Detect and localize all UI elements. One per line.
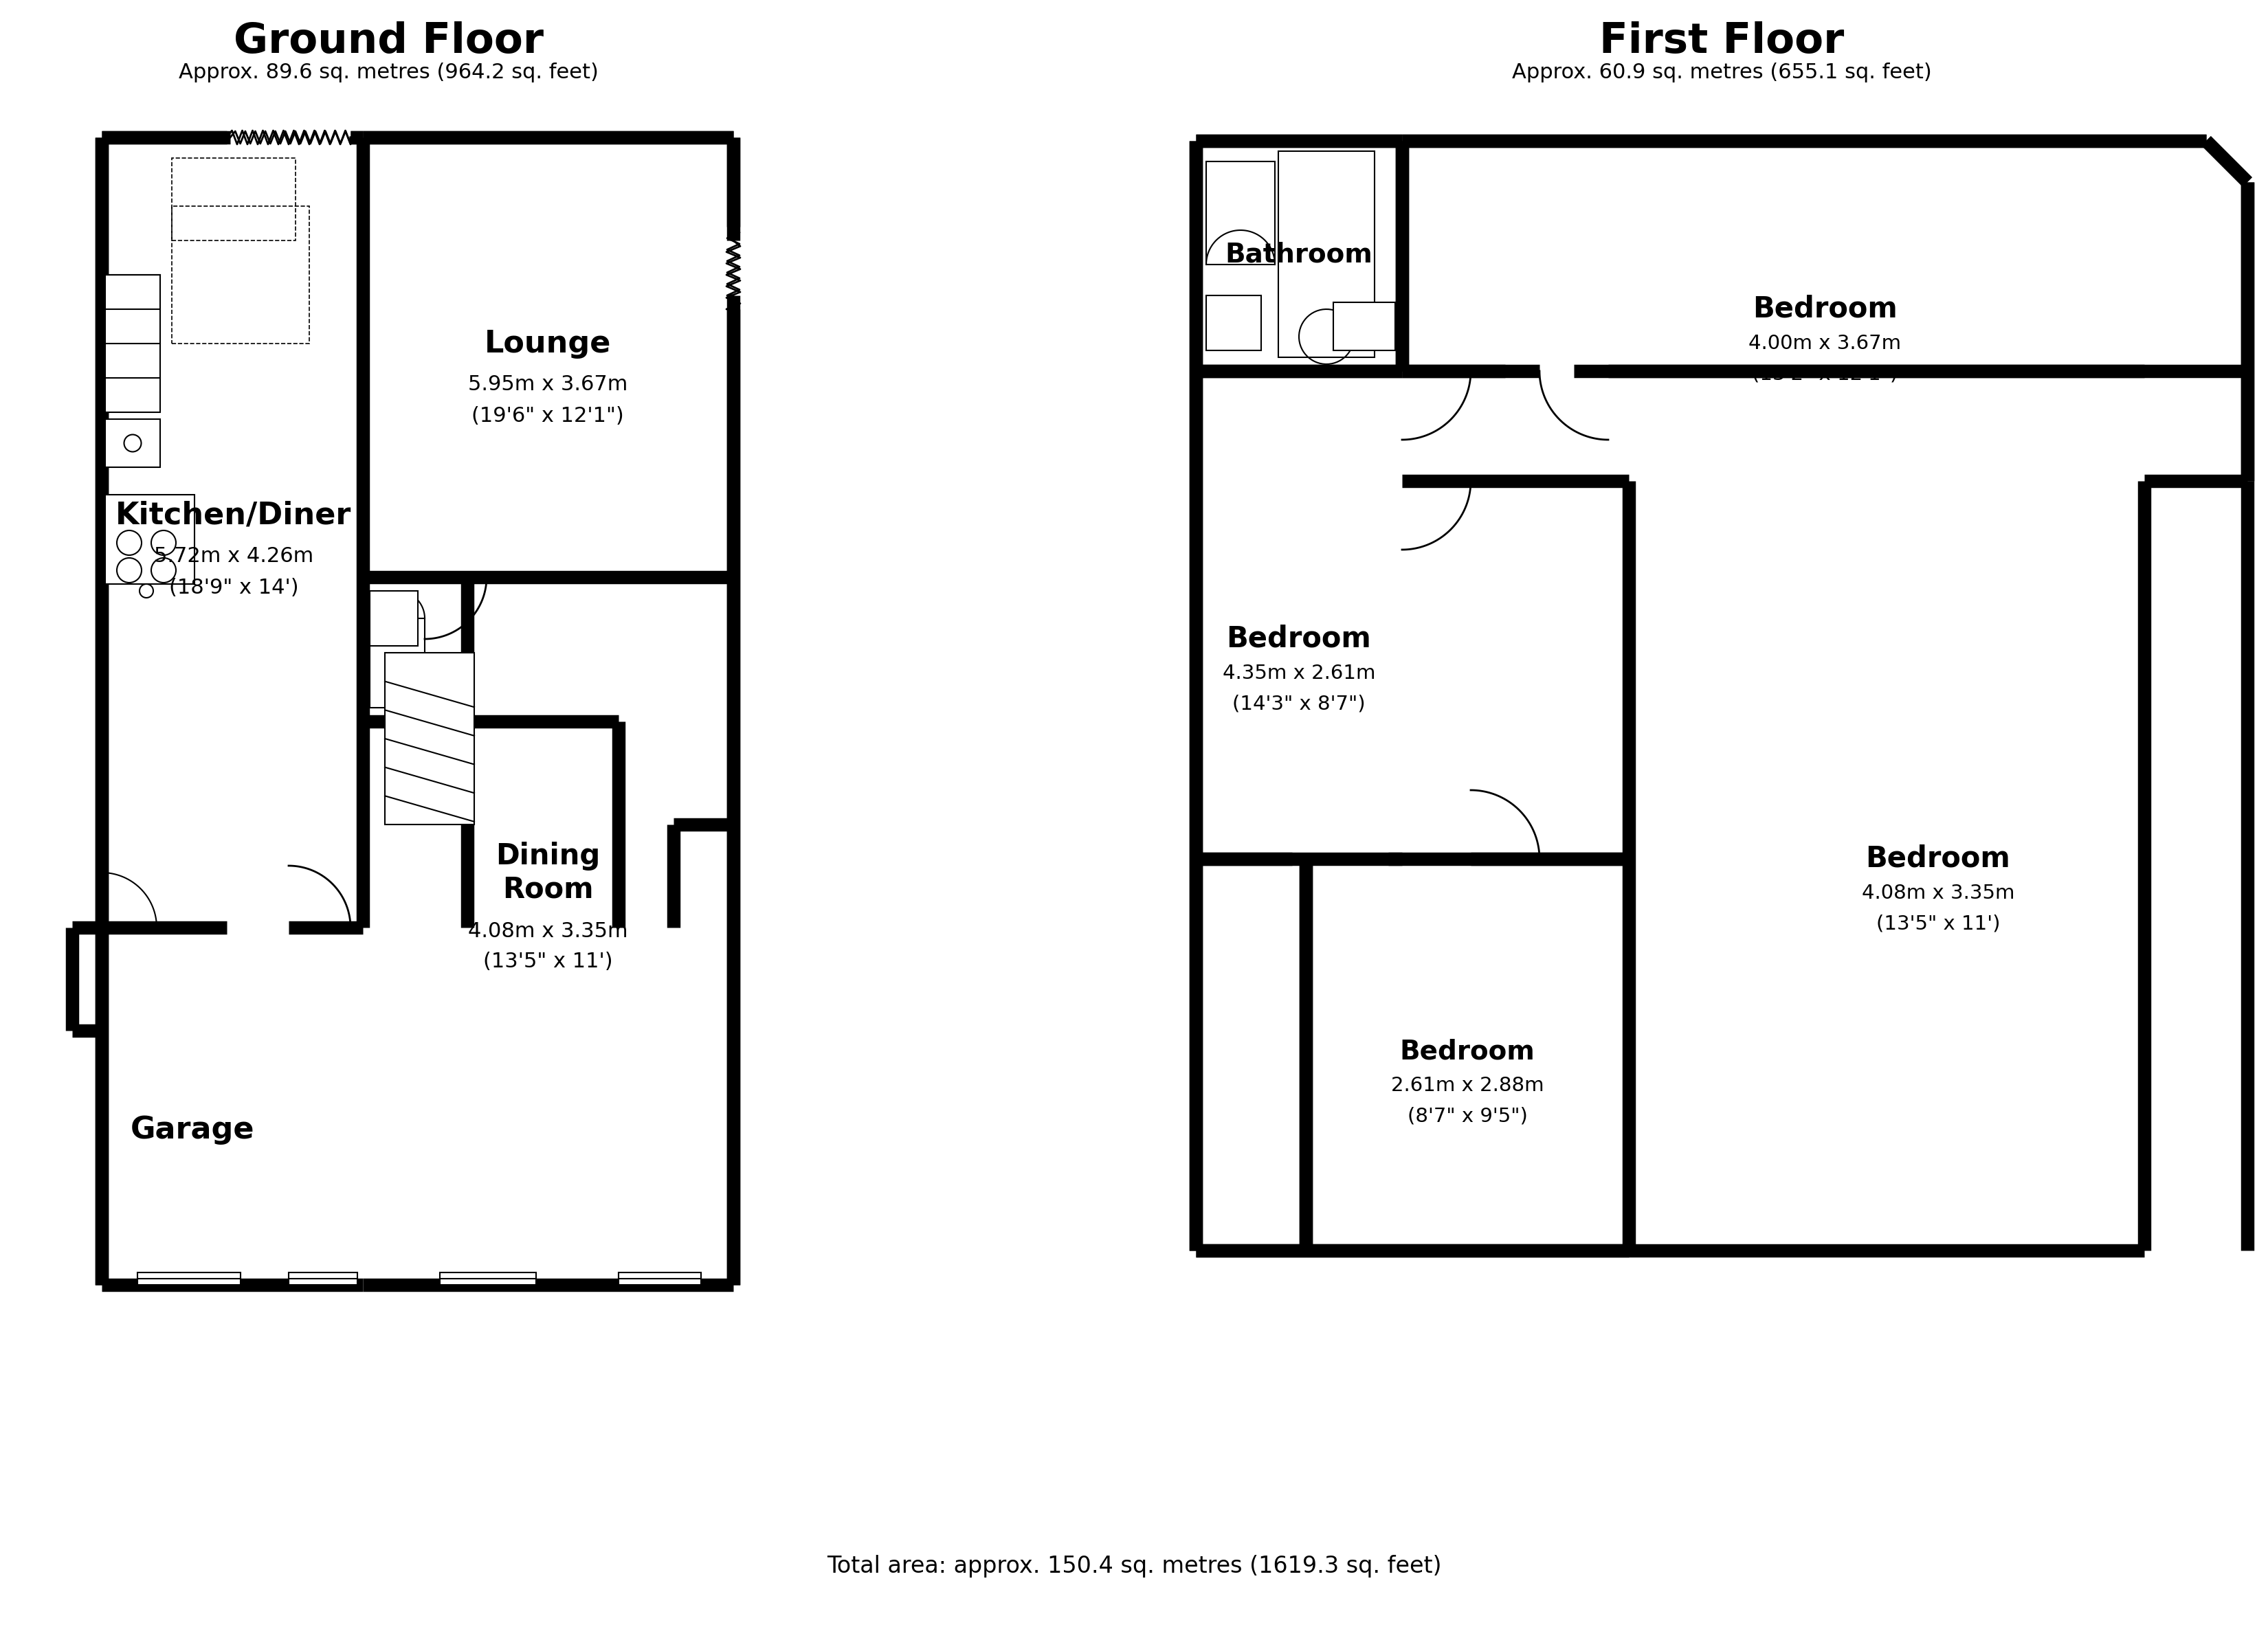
Text: 5.95m x 3.67m: 5.95m x 3.67m: [467, 374, 628, 394]
Bar: [1334, 302, 1395, 350]
Text: 5.72m x 4.26m: 5.72m x 4.26m: [154, 546, 313, 567]
Text: 2.61m x 2.88m: 2.61m x 2.88m: [1390, 1075, 1545, 1095]
Bar: [288, 1273, 358, 1285]
Bar: [386, 653, 474, 824]
Bar: [440, 1273, 535, 1285]
Text: Bedroom: Bedroom: [1867, 844, 2009, 874]
Bar: [619, 1273, 701, 1285]
Circle shape: [152, 557, 177, 582]
Bar: [1207, 295, 1261, 350]
Text: Bedroom: Bedroom: [1227, 625, 1372, 653]
Text: 4.08m x 3.35m: 4.08m x 3.35m: [467, 922, 628, 942]
Bar: [1279, 152, 1374, 358]
Circle shape: [118, 531, 141, 556]
Bar: [172, 206, 308, 343]
Text: 4.08m x 3.35m: 4.08m x 3.35m: [1862, 884, 2014, 904]
Text: Total area: approx. 150.4 sq. metres (1619.3 sq. feet): Total area: approx. 150.4 sq. metres (16…: [826, 1555, 1442, 1578]
Text: 4.00m x 3.67m: 4.00m x 3.67m: [1749, 333, 1901, 353]
Text: First Floor: First Floor: [1599, 21, 1844, 61]
Bar: [104, 495, 195, 584]
Text: (14'3" x 8'7"): (14'3" x 8'7"): [1232, 694, 1365, 714]
Bar: [138, 1273, 240, 1285]
Bar: [104, 419, 161, 467]
Circle shape: [118, 557, 141, 582]
Text: Bedroom: Bedroom: [1399, 1039, 1535, 1064]
Text: Lounge: Lounge: [485, 328, 610, 358]
Bar: [104, 275, 161, 412]
Bar: [370, 590, 417, 646]
Text: (8'7" x 9'5"): (8'7" x 9'5"): [1406, 1106, 1526, 1126]
Text: Bedroom: Bedroom: [1753, 295, 1896, 323]
Text: Garage: Garage: [132, 1115, 254, 1144]
Text: Approx. 60.9 sq. metres (655.1 sq. feet): Approx. 60.9 sq. metres (655.1 sq. feet): [1513, 63, 1932, 82]
Text: Kitchen/Diner: Kitchen/Diner: [116, 501, 352, 529]
Circle shape: [152, 531, 177, 556]
Text: 4.35m x 2.61m: 4.35m x 2.61m: [1222, 663, 1374, 683]
Ellipse shape: [125, 435, 141, 452]
Circle shape: [141, 584, 154, 597]
Text: (13'2" x 12'1"): (13'2" x 12'1"): [1751, 364, 1898, 384]
Bar: [1207, 162, 1275, 264]
Text: Dining
Room: Dining Room: [494, 841, 601, 904]
Text: Bathroom: Bathroom: [1225, 241, 1372, 267]
Text: (18'9" x 14'): (18'9" x 14'): [168, 577, 299, 597]
Bar: [172, 158, 295, 241]
Text: (13'5" x 11'): (13'5" x 11'): [483, 951, 612, 971]
Text: Approx. 89.6 sq. metres (964.2 sq. feet): Approx. 89.6 sq. metres (964.2 sq. feet): [179, 63, 599, 82]
Bar: [370, 618, 424, 707]
Text: (19'6" x 12'1"): (19'6" x 12'1"): [472, 406, 624, 425]
Text: (13'5" x 11'): (13'5" x 11'): [1876, 915, 2000, 933]
Text: Ground Floor: Ground Floor: [234, 21, 544, 61]
